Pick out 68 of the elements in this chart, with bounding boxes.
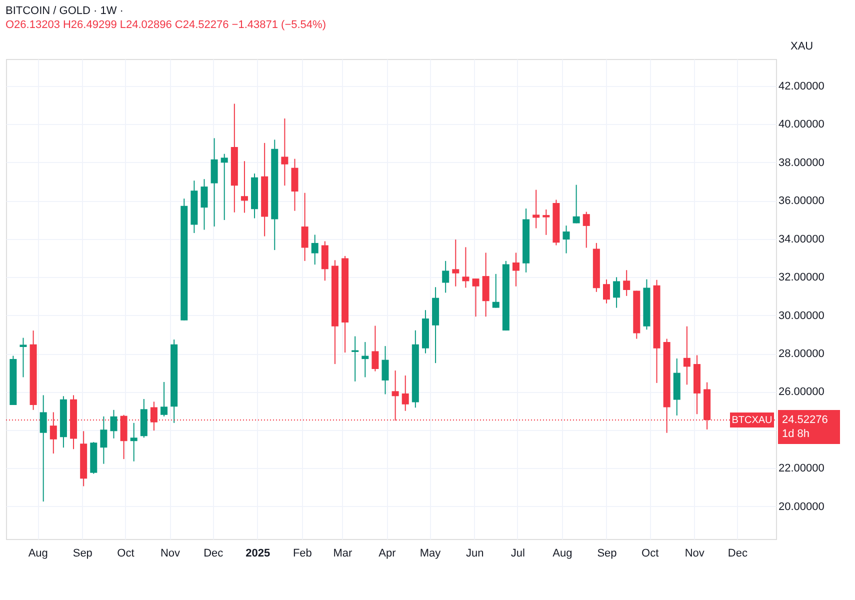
candlestick <box>40 394 47 502</box>
candlestick <box>602 278 610 304</box>
y-tick-label: 42.00000 <box>778 80 824 92</box>
y-tick-label: 22.00000 <box>778 462 824 475</box>
x-tick-label: 2025 <box>246 548 270 560</box>
y-axis-title: XAU <box>790 40 814 52</box>
x-tick-label: Feb <box>292 548 312 560</box>
y-tick-label: 40.00000 <box>778 118 824 131</box>
candlestick <box>20 337 27 378</box>
candlestick <box>532 189 540 229</box>
candlestick <box>281 118 288 186</box>
candlestick <box>472 278 480 318</box>
y-tick-label: 30.00000 <box>778 310 824 322</box>
candlestick <box>321 240 328 282</box>
candlestick <box>452 239 460 287</box>
chart-title: BITCOIN / GOLD · 1W · <box>6 5 124 17</box>
y-tick-label: 32.00000 <box>778 272 824 284</box>
candlestick <box>512 252 520 287</box>
candlestick <box>462 246 470 288</box>
text: 1d 8h <box>782 428 810 440</box>
candlestick <box>442 260 450 294</box>
candlestick <box>130 422 138 462</box>
y-tick-label: 26.00000 <box>778 386 824 398</box>
y-tick-label: 34.00000 <box>778 233 824 246</box>
candlestick <box>311 234 318 266</box>
candlestick <box>200 178 208 230</box>
candlestick <box>160 381 168 417</box>
x-tick-label: Mar <box>333 548 352 560</box>
candlestick <box>582 211 590 248</box>
candlestick <box>301 192 308 262</box>
x-tick-label: Nov <box>684 548 705 560</box>
candlestick <box>291 158 298 212</box>
x-tick-label: Dec <box>204 548 224 560</box>
x-tick-label: Sep <box>597 548 617 560</box>
x-tick-label: Nov <box>160 548 181 560</box>
y-tick-label: 28.00000 <box>778 348 824 360</box>
x-tick-label: Oct <box>642 548 659 560</box>
candlestick <box>542 209 550 236</box>
x-tick-label: Dec <box>728 548 748 560</box>
candlestick <box>613 276 620 308</box>
y-tick-label: 36.00000 <box>778 195 824 208</box>
candlestick <box>562 225 570 254</box>
x-tick-label: Aug <box>28 548 48 560</box>
x-tick-label: Jun <box>466 548 484 560</box>
candlestick <box>492 273 500 308</box>
candlestick <box>382 346 389 395</box>
candlestick <box>362 342 369 378</box>
x-tick-label: Apr <box>378 548 396 560</box>
candlestick <box>402 374 409 412</box>
candlestick <box>100 416 108 464</box>
candlestick <box>220 153 228 221</box>
x-tick-label: Aug <box>552 548 572 560</box>
x-tick-label: Oct <box>117 548 134 560</box>
x-tick-label: Sep <box>72 548 92 560</box>
candlestick <box>240 160 248 214</box>
text: 24.52276 <box>782 414 828 426</box>
candlestick <box>623 270 630 296</box>
candlestick <box>210 138 218 228</box>
y-tick-label: 20.00000 <box>778 500 824 513</box>
x-tick-label: May <box>420 548 442 560</box>
candlestick <box>110 409 118 439</box>
candlestick <box>372 325 379 372</box>
candlestick <box>683 326 690 386</box>
x-tick-label: Jul <box>510 548 525 560</box>
chart-subtitle: O26.13203 H26.49299 L24.02896 C24.52276 −1.43871 (−5.54%) <box>6 19 326 31</box>
candlestick <box>572 184 580 224</box>
ref-line-label: BTCXAU <box>732 415 772 426</box>
y-tick-label: 38.00000 <box>778 156 824 169</box>
